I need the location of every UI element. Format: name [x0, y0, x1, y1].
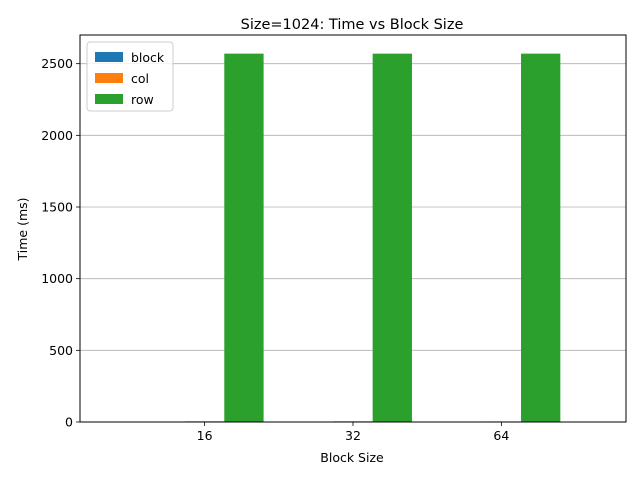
- legend-swatch-col: [95, 73, 123, 83]
- x-tick-label: 16: [197, 428, 213, 443]
- y-tick-label: 2500: [41, 56, 73, 71]
- legend-label-block: block: [131, 50, 165, 65]
- legend: block col row: [87, 42, 173, 111]
- y-tick-label: 2000: [41, 128, 73, 143]
- bars: [146, 54, 561, 422]
- bar-row-64: [521, 54, 560, 422]
- x-tick-label: 64: [493, 428, 509, 443]
- bar-row-16: [224, 54, 263, 422]
- legend-swatch-block: [95, 52, 123, 62]
- x-axis-label: Block Size: [320, 450, 384, 465]
- legend-label-col: col: [131, 71, 149, 86]
- bar-row-32: [373, 54, 412, 422]
- x-tick-label: 32: [345, 428, 361, 443]
- chart-title: Size=1024: Time vs Block Size: [241, 17, 464, 33]
- y-axis-ticks: 0 500 1000 1500 2000 2500: [41, 56, 80, 429]
- y-axis-label: Time (ms): [15, 197, 30, 261]
- legend-label-row: row: [131, 92, 154, 107]
- legend-swatch-row: [95, 94, 123, 104]
- y-tick-label: 1000: [41, 271, 73, 286]
- y-tick-label: 500: [49, 343, 73, 358]
- y-tick-label: 0: [65, 415, 73, 430]
- x-axis-ticks: 16 32 64: [197, 422, 510, 443]
- y-tick-label: 1500: [41, 200, 73, 215]
